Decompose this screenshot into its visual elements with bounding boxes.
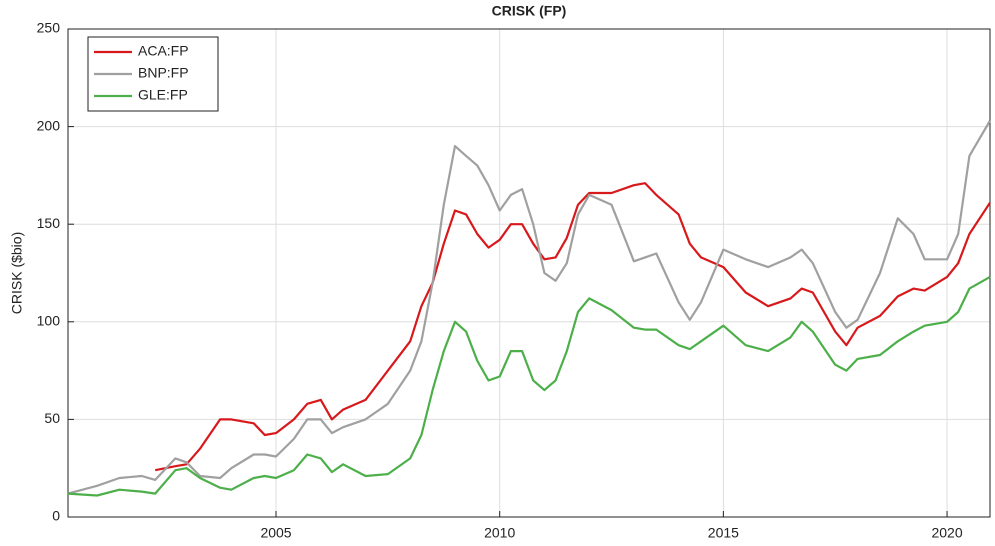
y-tick-label: 250 [37, 20, 61, 36]
series-line [67, 120, 991, 495]
chart-title: CRISK (FP) [492, 3, 567, 19]
y-tick-label: 0 [52, 508, 60, 524]
y-tick-label: 200 [37, 117, 61, 133]
series-line [67, 275, 991, 497]
y-tick-label: 50 [44, 410, 60, 426]
legend-label: ACA:FP [138, 43, 189, 59]
x-tick-label: 2005 [260, 525, 291, 541]
plot-frame [67, 28, 991, 518]
series-line [154, 182, 991, 472]
y-tick-label: 100 [37, 313, 61, 329]
legend-label: BNP:FP [138, 65, 189, 81]
legend: ACA:FP BNP:FP GLE:FP [87, 36, 219, 112]
y-axis-label: CRISK ($bio) [9, 232, 25, 314]
x-tick-label: 2020 [931, 525, 962, 541]
y-tick-label: 150 [37, 215, 61, 231]
x-tick-label: 2010 [484, 525, 515, 541]
x-tick-label: 2015 [708, 525, 739, 541]
legend-label: GLE:FP [138, 87, 188, 103]
